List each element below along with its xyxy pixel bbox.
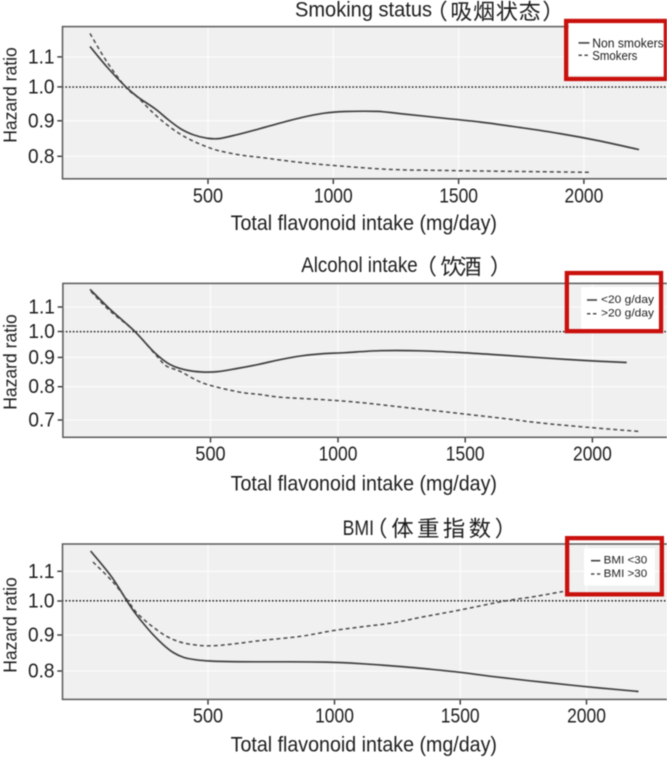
svg-text:0.9: 0.9 (28, 624, 55, 647)
svg-text:0.7: 0.7 (28, 409, 55, 432)
svg-text:500: 500 (193, 185, 223, 208)
svg-text:0.8: 0.8 (28, 660, 55, 683)
svg-text:1000: 1000 (315, 705, 354, 728)
svg-text:Total flavonoid intake (mg/day: Total flavonoid intake (mg/day) (231, 212, 497, 235)
svg-text:1.0: 1.0 (28, 75, 55, 98)
svg-text:Total flavonoid intake (mg/day: Total flavonoid intake (mg/day) (231, 473, 497, 496)
svg-text:Total flavonoid intake (mg/day: Total flavonoid intake (mg/day) (231, 734, 497, 757)
svg-text:500: 500 (193, 705, 223, 728)
svg-text:1.1: 1.1 (28, 45, 55, 68)
svg-text:BMI <30: BMI <30 (604, 555, 648, 567)
svg-text:0.8: 0.8 (28, 145, 55, 168)
svg-text:2000: 2000 (573, 442, 612, 465)
svg-text:1.1: 1.1 (28, 560, 55, 583)
svg-text:Hazard ratio: Hazard ratio (0, 314, 21, 410)
svg-text:BMI >30: BMI >30 (604, 568, 648, 580)
svg-text:1500: 1500 (439, 185, 478, 208)
svg-text:0.8: 0.8 (28, 375, 55, 398)
svg-text:1500: 1500 (441, 705, 480, 728)
svg-text:1500: 1500 (446, 442, 485, 465)
svg-text:1.0: 1.0 (28, 320, 55, 343)
svg-text:>20 g/day: >20 g/day (601, 308, 655, 320)
svg-text:2000: 2000 (567, 705, 606, 728)
svg-text:BMI: BMI (343, 517, 374, 540)
svg-text:Hazard ratio: Hazard ratio (0, 47, 21, 143)
svg-text:<20 g/day: <20 g/day (601, 294, 655, 306)
svg-text:Non smokers: Non smokers (592, 35, 664, 50)
svg-text:500: 500 (195, 442, 225, 465)
svg-text:Smokers: Smokers (592, 48, 637, 63)
svg-text:1.1: 1.1 (28, 296, 55, 319)
svg-text:Hazard ratio: Hazard ratio (0, 577, 21, 673)
svg-text:Alcohol intake: Alcohol intake (301, 254, 417, 277)
svg-text:1000: 1000 (314, 185, 353, 208)
svg-text:Smoking status: Smoking status (295, 0, 432, 22)
svg-text:1000: 1000 (319, 442, 358, 465)
svg-text:0.9: 0.9 (28, 109, 55, 132)
svg-text:1.0: 1.0 (28, 590, 55, 613)
svg-text:2000: 2000 (565, 185, 604, 208)
svg-text:0.9: 0.9 (28, 346, 55, 369)
